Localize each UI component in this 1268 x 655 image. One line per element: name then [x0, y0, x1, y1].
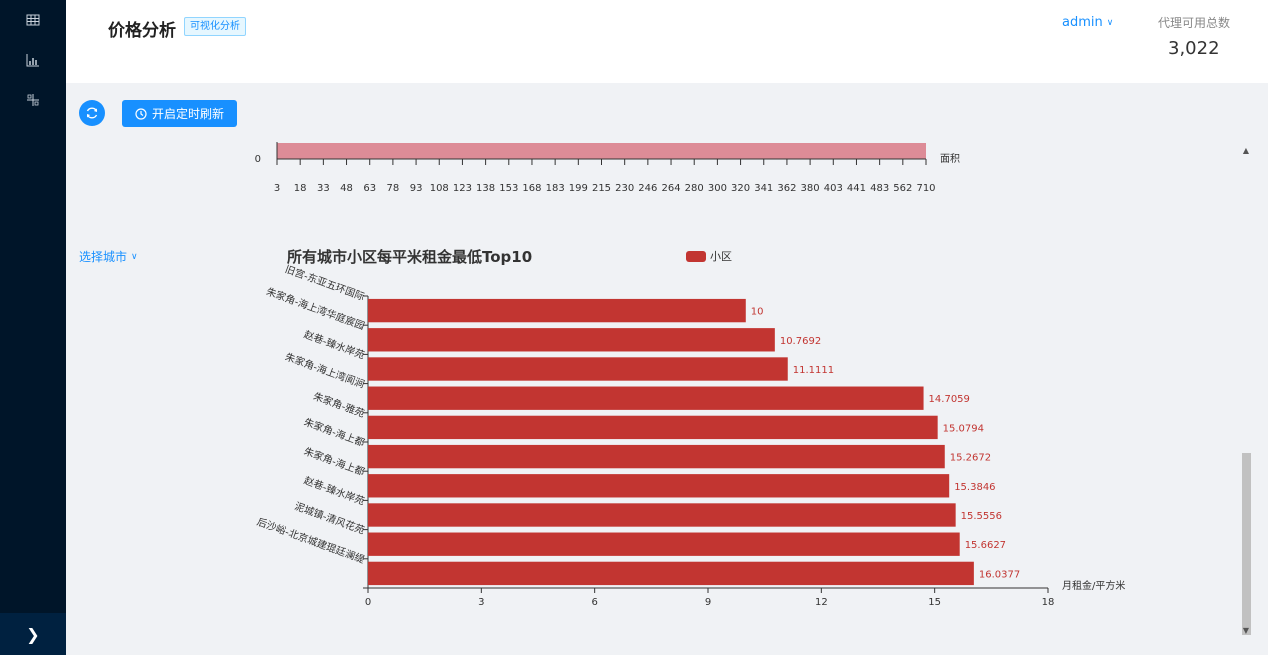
- user-menu[interactable]: admin ∨: [1062, 15, 1113, 30]
- data-label: 10.7692: [780, 336, 821, 347]
- header: 价格分析 可视化分析 admin ∨ 代理可用总数 3,022: [66, 0, 1268, 83]
- y-tick-label: 赵巷-臻水岸苑: [302, 328, 366, 362]
- y-tick-label: 朱家角-海上都: [302, 444, 366, 478]
- y-tick-label: 朱家角-海上都: [302, 415, 366, 449]
- legend-swatch: [686, 251, 706, 262]
- chevron-right-icon: ❯: [26, 624, 40, 644]
- x-tick-label: 300: [708, 183, 727, 194]
- x-tick-label: 63: [363, 183, 376, 194]
- x-tick-label: 0: [365, 597, 371, 608]
- city-select[interactable]: 选择城市 ∨: [79, 248, 138, 265]
- x-tick-label: 48: [340, 183, 353, 194]
- data-label: 16.0377: [979, 569, 1020, 580]
- x-tick-label: 199: [569, 183, 588, 194]
- data-label: 14.7059: [929, 394, 970, 405]
- x-tick-label: 138: [476, 183, 495, 194]
- x-tick-label: 78: [387, 183, 400, 194]
- y-tick-label: 朱家角-雅苑: [312, 389, 367, 420]
- data-label: 10: [751, 307, 764, 318]
- x-tick-label: 18: [294, 183, 307, 194]
- data-label: 15.6627: [965, 540, 1006, 551]
- data-bar: [368, 444, 945, 469]
- chart-title: 所有城市小区每平米租金最低Top10: [287, 248, 532, 266]
- user-name: admin: [1062, 15, 1103, 30]
- x-tick-label: 230: [615, 183, 634, 194]
- y-tick-label: 赵巷-臻水岸苑: [302, 474, 366, 508]
- x-tick-label: 710: [916, 183, 935, 194]
- data-label: 15.3846: [954, 482, 995, 493]
- legend-label: 小区: [710, 250, 732, 263]
- x-axis-name: 面积: [940, 153, 960, 165]
- x-tick-label: 183: [546, 183, 565, 194]
- x-tick-label: 33: [317, 183, 330, 194]
- x-tick-label: 3: [274, 183, 280, 194]
- data-bar: [368, 532, 960, 556]
- data-label: 15.5556: [961, 511, 1002, 522]
- x-tick-label: 362: [777, 183, 796, 194]
- x-tick-label: 15: [928, 597, 941, 608]
- clock-icon: [135, 107, 147, 120]
- data-bar: [368, 357, 788, 381]
- data-bar: [368, 503, 956, 527]
- area-histogram-chart: 0 面积 3 18 33 48 63 78 93 108 123 138 153 168 183 199 215…: [255, 142, 960, 194]
- area-bar: [277, 143, 926, 159]
- x-tick-label: 6: [591, 597, 597, 608]
- x-tick-label: 18: [1042, 597, 1055, 608]
- x-tick-label: 483: [870, 183, 889, 194]
- data-bar: [368, 298, 746, 323]
- x-tick-label: 246: [638, 183, 657, 194]
- x-axis-name: 月租金/平方米: [1062, 579, 1125, 592]
- refresh-icon: [86, 107, 98, 119]
- x-tick-label: 123: [453, 183, 472, 194]
- stat-value: 3,022: [1168, 38, 1220, 59]
- bar-chart-icon[interactable]: [24, 51, 42, 69]
- page-tag: 可视化分析: [184, 17, 246, 36]
- chevron-down-icon: ∨: [131, 251, 138, 262]
- x-tick-label: 380: [801, 183, 820, 194]
- collapse-sidebar-button[interactable]: ❯: [0, 613, 66, 655]
- table-icon[interactable]: [24, 11, 42, 29]
- data-bar: [368, 474, 950, 498]
- x-tick-label: 108: [430, 183, 449, 194]
- scroll-thumb[interactable]: [1242, 453, 1251, 635]
- data-label: 15.2672: [950, 453, 991, 464]
- x-tick-label: 441: [847, 183, 866, 194]
- refresh-button[interactable]: [79, 100, 105, 126]
- x-tick-label: 9: [705, 597, 711, 608]
- data-bar: [368, 386, 924, 410]
- x-tick-label: 215: [592, 183, 611, 194]
- x-tick-label: 320: [731, 183, 750, 194]
- x-tick-label: 403: [824, 183, 843, 194]
- x-tick-label: 93: [410, 183, 423, 194]
- x-tick-label: 3: [478, 597, 484, 608]
- y-tick-label: 0: [255, 154, 261, 165]
- vertical-scrollbar[interactable]: ▲ ▼: [1240, 143, 1252, 638]
- timer-refresh-button[interactable]: 开启定时刷新: [122, 100, 237, 127]
- city-select-label: 选择城市: [79, 250, 128, 264]
- x-tick-label: 264: [661, 183, 680, 194]
- grid-icon[interactable]: [24, 91, 42, 109]
- data-label: 11.1111: [793, 365, 834, 376]
- data-bar: [368, 561, 974, 586]
- page-title: 价格分析: [108, 21, 176, 41]
- data-bar: [368, 415, 938, 440]
- x-tick-label: 12: [815, 597, 828, 608]
- x-tick-label: 562: [893, 183, 912, 194]
- stat-label: 代理可用总数: [1158, 16, 1231, 30]
- chevron-down-icon: ∨: [1106, 17, 1114, 28]
- x-tick-label: 153: [499, 183, 518, 194]
- sidebar: ❯: [0, 0, 66, 655]
- x-tick-label: 168: [522, 183, 541, 194]
- data-bar: [368, 328, 775, 352]
- scroll-down-icon[interactable]: ▼: [1242, 626, 1250, 635]
- data-label: 15.0794: [943, 423, 984, 434]
- x-tick-label: 341: [754, 183, 773, 194]
- x-tick-label: 280: [685, 183, 704, 194]
- timer-button-label: 开启定时刷新: [151, 107, 224, 121]
- scroll-up-icon[interactable]: ▲: [1242, 146, 1250, 155]
